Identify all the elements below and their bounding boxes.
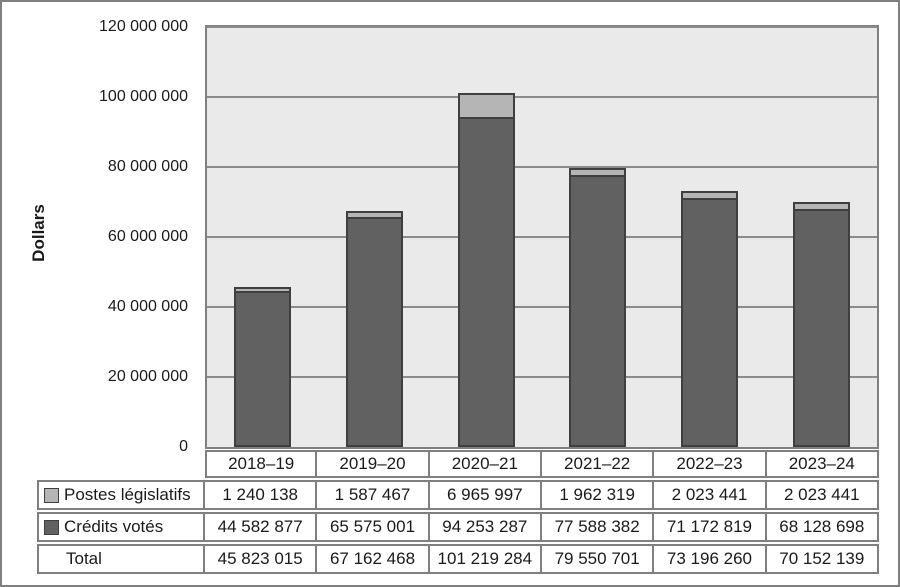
table-cell: 6 965 997: [429, 480, 542, 510]
table-cell: 71 172 819: [654, 512, 767, 542]
gridline: [207, 166, 877, 168]
table-cell: 68 128 698: [766, 512, 879, 542]
bar-segment-postes-legislatifs: [681, 191, 738, 198]
table-cell: 2 023 441: [766, 480, 879, 510]
bar-segment-postes-legislatifs: [346, 211, 403, 217]
row-label-text: Total: [66, 549, 102, 568]
table-cell: 1 240 138: [205, 480, 318, 510]
table-header-row: 2018–19 2019–20 2020–21 2021–22 2022–23 2023–…: [37, 450, 879, 478]
table-cell: 77 588 382: [541, 512, 655, 542]
bar-group-2018–19: [234, 287, 291, 447]
gridline: [207, 236, 877, 238]
column-header: 2019–20: [317, 450, 430, 478]
table-cell: 70 152 139: [766, 544, 879, 574]
bar-segment-credits-votes: [234, 291, 291, 447]
gridline: [207, 96, 877, 98]
bar-group-2023–24: [793, 202, 850, 447]
y-axis-tick-label: 40 000 000: [107, 298, 188, 315]
table-cell: 65 575 001: [317, 512, 430, 542]
table-cell: 67 162 468: [317, 544, 430, 574]
table-row: Crédits votés 44 582 877 65 575 001 94 253 …: [37, 512, 879, 542]
column-header: 2023–24: [766, 450, 879, 478]
table-cell: 101 219 284: [429, 544, 542, 574]
row-label: Crédits votés: [37, 512, 205, 542]
bar-segment-credits-votes: [569, 175, 626, 447]
table-row: Total 45 823 015 67 162 468 101 219 284 79 5…: [37, 544, 879, 574]
column-header: 2020–21: [429, 450, 542, 478]
table-cell: 2 023 441: [654, 480, 767, 510]
bar-group-2019–20: [346, 211, 403, 447]
bar-group-2022–23: [681, 191, 738, 447]
bar-segment-credits-votes: [681, 198, 738, 447]
bar-segment-postes-legislatifs: [458, 93, 515, 117]
y-axis-tick-label: 100 000 000: [99, 88, 188, 105]
y-axis-tick-label: 0: [179, 438, 188, 455]
row-label: Postes législatifs: [37, 480, 205, 510]
row-label-text: Crédits votés: [64, 517, 164, 536]
y-axis-tick-label: 60 000 000: [107, 228, 188, 245]
table-cell: 1 587 467: [317, 480, 430, 510]
y-axis: 0 20 000 000 40 000 000 60 000 000 80 000 00…: [2, 2, 188, 585]
column-header: 2022–23: [654, 450, 767, 478]
bar-segment-postes-legislatifs: [234, 287, 291, 291]
bar-segment-postes-legislatifs: [793, 202, 850, 209]
bar-group-2020–21: [458, 93, 515, 447]
bar-segment-credits-votes: [458, 117, 515, 447]
table-cell: 1 962 319: [541, 480, 655, 510]
bar-segment-postes-legislatifs: [569, 168, 626, 175]
table-cell: 73 196 260: [654, 544, 767, 574]
y-axis-tick-label: 20 000 000: [107, 368, 188, 385]
gridline: [207, 306, 877, 308]
table-row: Postes législatifs 1 240 138 1 587 467 6 96…: [37, 480, 879, 510]
plot-area: [205, 25, 879, 449]
y-axis-tick-label: 120 000 000: [99, 18, 188, 35]
table-cell: 79 550 701: [541, 544, 655, 574]
row-label: Total: [37, 544, 205, 574]
bar-group-2021–22: [569, 168, 626, 447]
legend-swatch: [44, 519, 59, 535]
data-table: 2018–19 2019–20 2020–21 2021–22 2022–23 2023–…: [37, 450, 879, 574]
table-cell: 94 253 287: [429, 512, 542, 542]
column-header: 2018–19: [205, 450, 318, 478]
table-cell: 45 823 015: [205, 544, 318, 574]
table-cell: 44 582 877: [205, 512, 318, 542]
bar-segment-credits-votes: [793, 209, 850, 447]
table-header-spacer: [37, 450, 205, 478]
row-label-text: Postes législatifs: [64, 485, 191, 504]
bar-segment-credits-votes: [346, 217, 403, 447]
gridline: [207, 376, 877, 378]
legend-swatch: [44, 487, 59, 503]
column-header: 2021–22: [541, 450, 655, 478]
gridline: [207, 26, 877, 28]
y-axis-tick-label: 80 000 000: [107, 158, 188, 175]
